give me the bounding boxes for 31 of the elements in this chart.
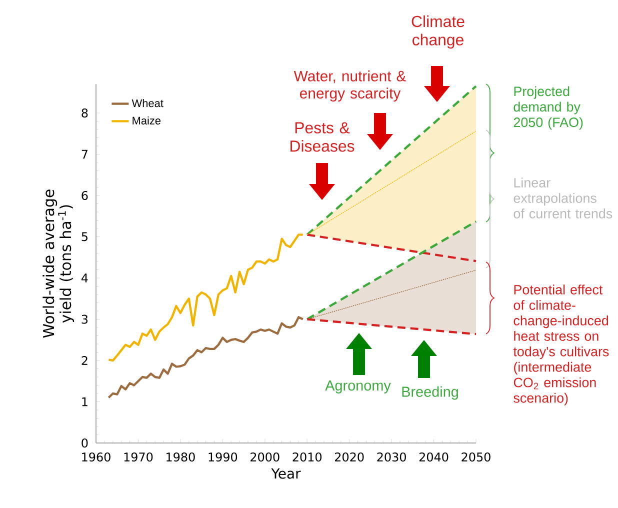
x-tick-label: 2010 [292, 452, 322, 462]
x-tick-label: 2030 [377, 452, 406, 462]
legend-label: Wheat [132, 99, 164, 108]
y-tick-label: 4 [81, 274, 88, 282]
x-tick-label: 2040 [419, 452, 448, 462]
x-axis-title: Year [271, 468, 301, 479]
x-tick-label: 1960 [82, 452, 110, 462]
y-tick-label: 0 [82, 438, 88, 448]
annotation: Breeding [402, 386, 458, 400]
text: Potential effect of climate-change-induced heat stress on today's cultivars (intermediate CO$_{2}$ emission scenario) [513, 284, 609, 406]
text: Climate change [412, 15, 464, 49]
y-axis-title: World-wide average yield (tons ha$^{-1}$) [42, 190, 74, 338]
annotation: Agronomy [325, 380, 391, 394]
x-tick-label: 2020 [334, 452, 364, 462]
annotation: Water, nutrient & energy scarcity [294, 70, 406, 102]
x-tick-label: 1980 [166, 452, 195, 462]
legend-label: Maize [132, 116, 161, 125]
y-tick-label: 2 [82, 356, 88, 365]
x-tick-label: 1970 [124, 452, 153, 462]
x-tick-label: 1990 [208, 452, 238, 462]
y-tick-label: 3 [82, 314, 88, 324]
text: Projected demand by 2050 (FAO) [514, 86, 583, 130]
text: Linear extrapolations of current trends [514, 178, 612, 218]
y-tick-label: 5 [82, 232, 88, 242]
x-tick-label: 2000 [250, 452, 280, 462]
x-tick-label: 2050 [462, 452, 490, 462]
y-tick-label: 1 [82, 397, 88, 406]
y-tick-label: 6 [82, 190, 88, 200]
annotation: Pests & Diseases [290, 122, 354, 152]
y-tick-label: 8 [82, 108, 88, 118]
y-tick-label: 7 [82, 150, 88, 159]
